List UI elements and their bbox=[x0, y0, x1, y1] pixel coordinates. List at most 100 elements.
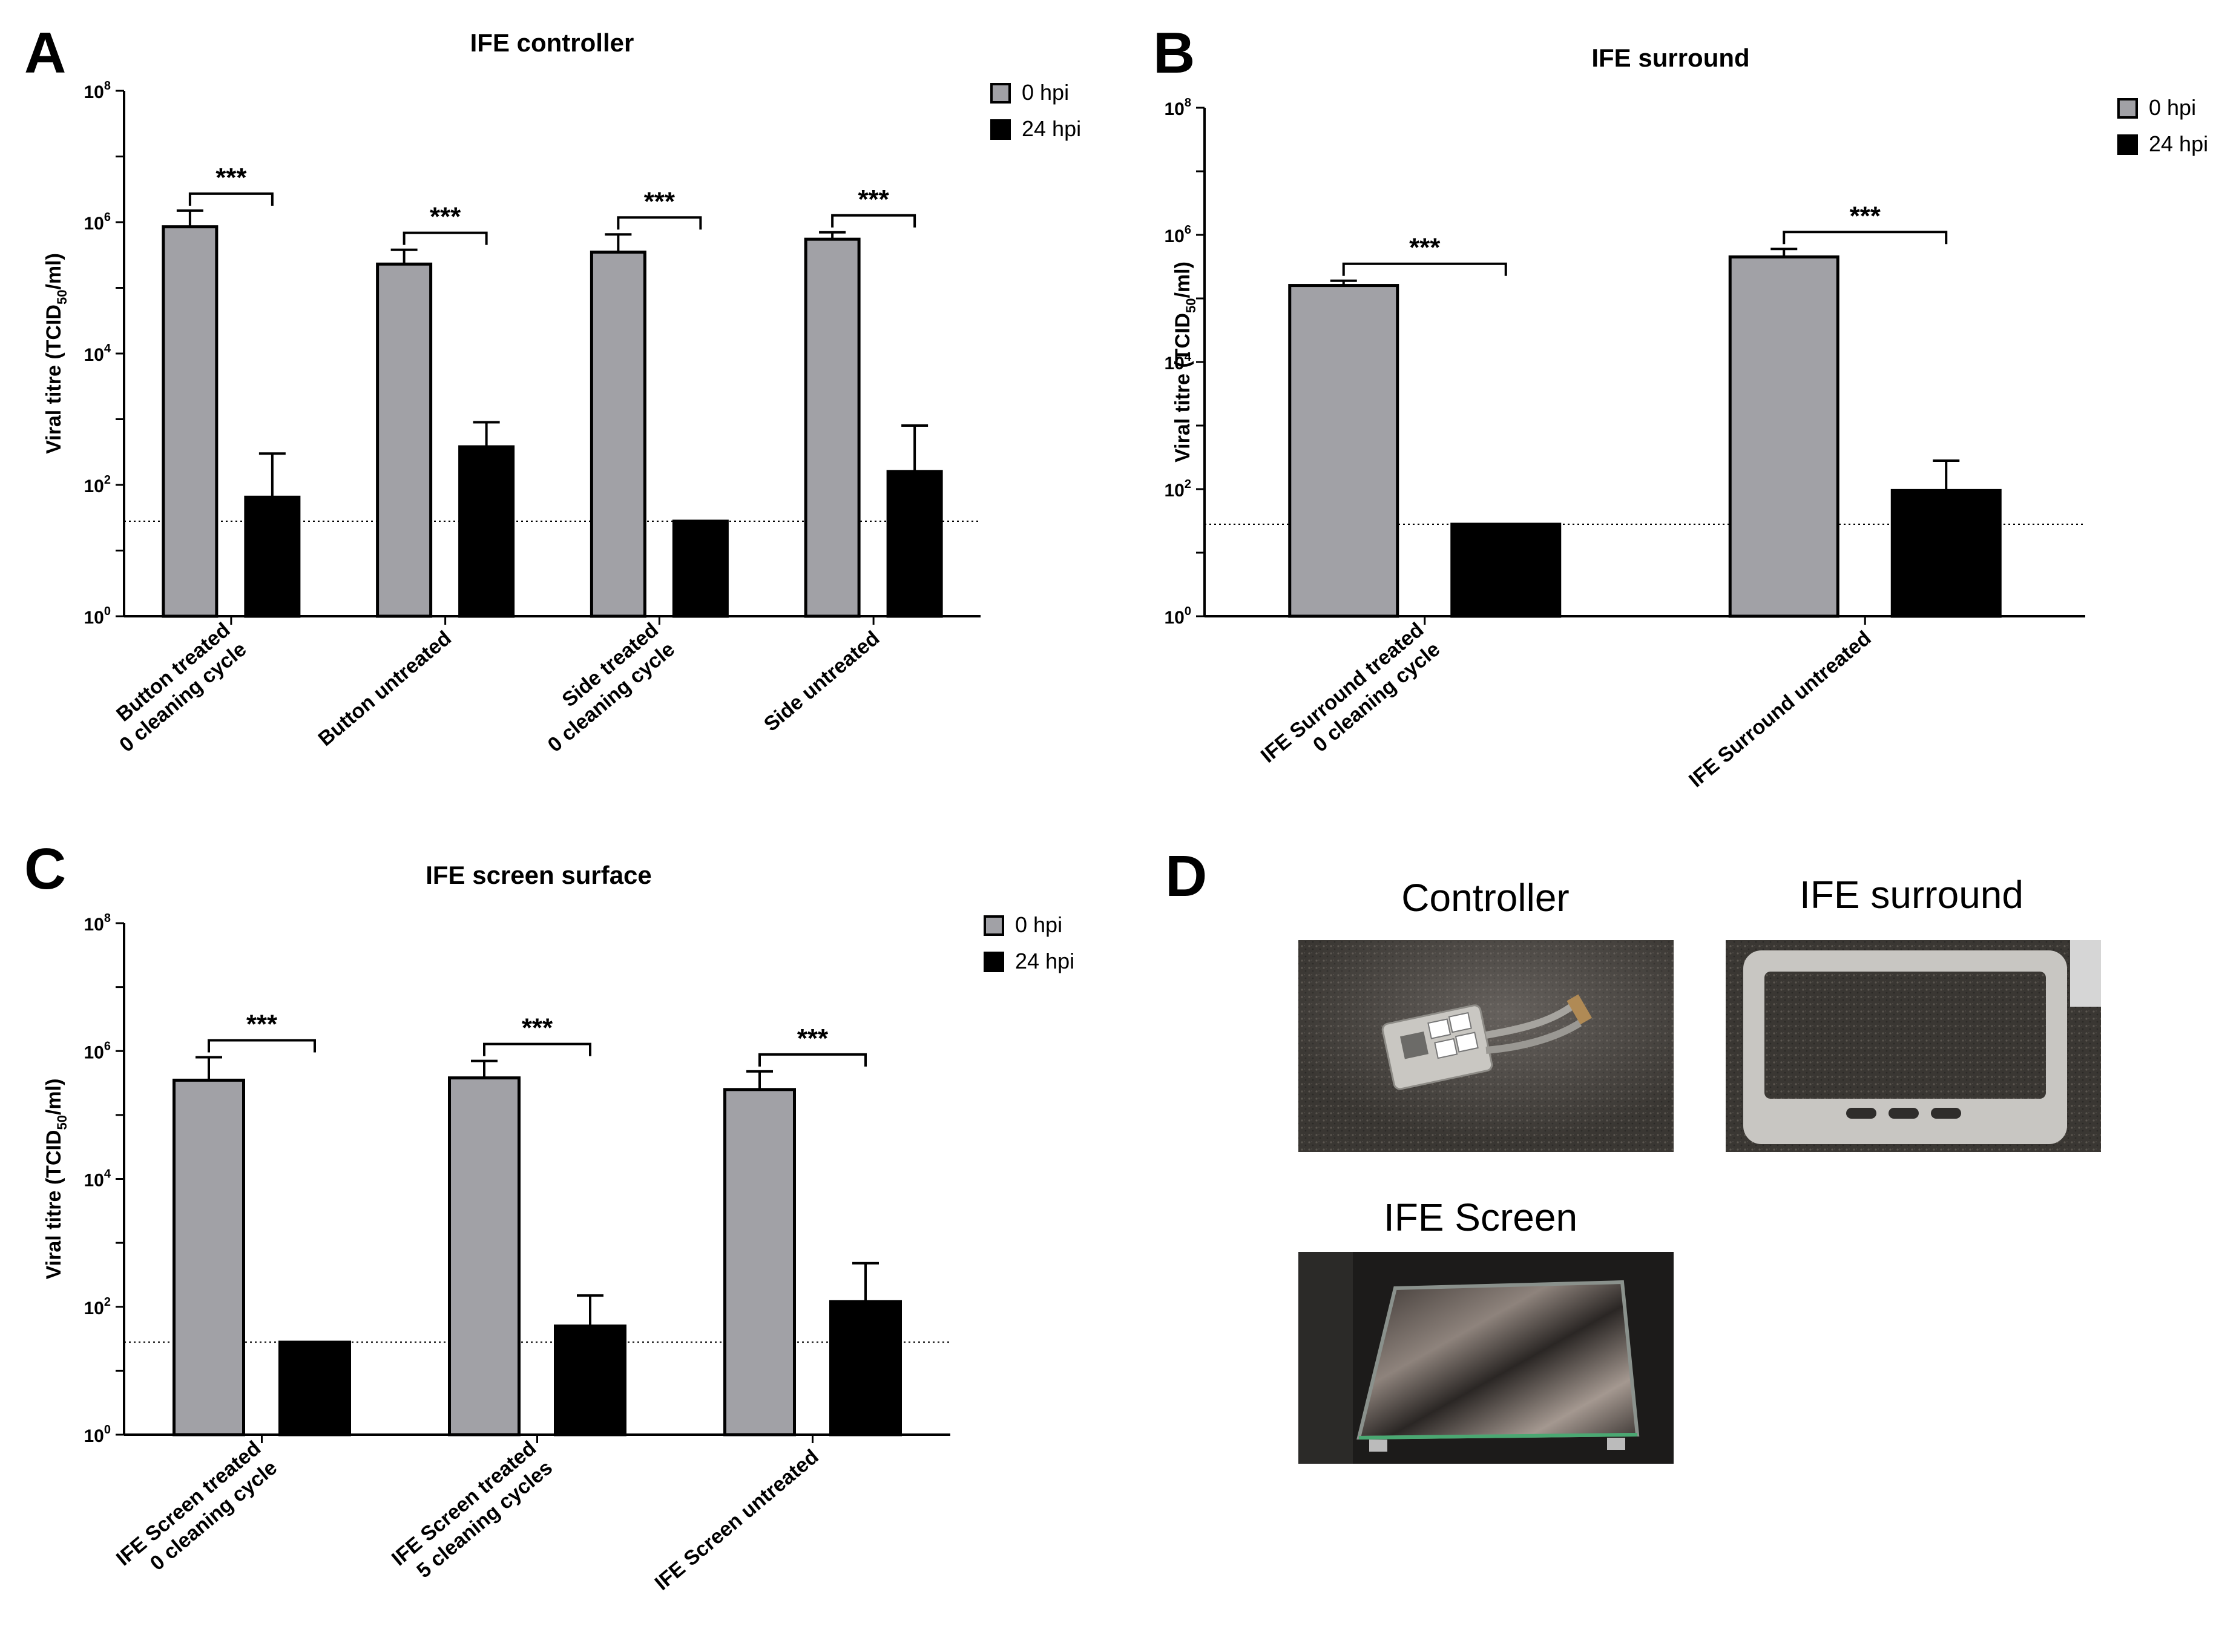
y-tick-exp: 6 bbox=[104, 211, 111, 224]
chart-title: IFE surround bbox=[1591, 44, 1749, 72]
panel-letter: C bbox=[24, 837, 66, 901]
y-tick-exp: 0 bbox=[1185, 605, 1191, 618]
y-tick-base: 10 bbox=[84, 1298, 104, 1318]
y-tick-base: 10 bbox=[84, 82, 104, 102]
significance-bracket bbox=[1783, 231, 1948, 245]
legend-label: 24 hpi bbox=[2149, 131, 2208, 156]
bar-0hpi bbox=[448, 1076, 521, 1436]
y-tick-exp: 4 bbox=[1185, 350, 1192, 364]
y-tick-label: 108 bbox=[84, 79, 111, 102]
ylabel-part: /ml) bbox=[1171, 262, 1194, 298]
bar-0hpi bbox=[1288, 284, 1399, 618]
y-tick-exp: 2 bbox=[1185, 478, 1191, 491]
legend-label: 0 hpi bbox=[1022, 80, 1069, 105]
significance-marker: *** bbox=[246, 1009, 278, 1039]
bar-24hpi bbox=[458, 445, 515, 618]
bar-24hpi bbox=[554, 1325, 626, 1436]
category-label: Side treated0 cleaning cycle bbox=[527, 618, 679, 757]
photo-surround bbox=[1726, 940, 2101, 1152]
bar-0hpi bbox=[723, 1088, 796, 1436]
y-tick-label: 102 bbox=[84, 1295, 111, 1318]
y-tick-exp: 0 bbox=[104, 1423, 111, 1436]
y-axis-label: Viral titre (TCID50/ml) bbox=[42, 253, 70, 454]
y-tick-label: 108 bbox=[1165, 96, 1192, 119]
ylabel-part: /ml) bbox=[42, 253, 65, 289]
ylabel-part: Viral titre (TCID bbox=[42, 304, 65, 454]
category-label-line: Side untreated bbox=[760, 627, 884, 736]
photo-title-screen: IFE Screen bbox=[1384, 1196, 1577, 1239]
y-tick-label: 106 bbox=[84, 1039, 111, 1062]
y-tick-label: 102 bbox=[84, 473, 111, 496]
ylabel-sub: 50 bbox=[54, 290, 70, 304]
category-label: IFE Screen treated0 cleaning cycle bbox=[112, 1436, 281, 1590]
y-tick-base: 10 bbox=[84, 915, 104, 935]
panel-c-chart: C IFE screen surface100102104106108Viral … bbox=[24, 837, 1074, 1595]
legend-label: 24 hpi bbox=[1022, 116, 1081, 141]
photo-screen bbox=[1298, 1252, 1674, 1464]
significance-bracket bbox=[831, 214, 916, 228]
panel-letter: A bbox=[24, 21, 66, 85]
y-tick-base: 10 bbox=[84, 345, 104, 365]
category-label: IFE Screen treated5 cleaning cycles bbox=[387, 1436, 557, 1590]
bar-24hpi bbox=[1450, 522, 1562, 618]
significance-bracket bbox=[208, 1039, 316, 1053]
chart-title: IFE screen surface bbox=[426, 861, 652, 889]
chart-title: IFE controller bbox=[470, 28, 634, 57]
significance-bracket bbox=[483, 1042, 591, 1056]
y-tick-exp: 2 bbox=[104, 1295, 111, 1309]
significance-marker: *** bbox=[1409, 233, 1441, 263]
photo-title-controller: Controller bbox=[1401, 876, 1569, 920]
photo-title-surround: IFE surround bbox=[1800, 873, 2023, 916]
y-axis-label: Viral titre (TCID50/ml) bbox=[1171, 262, 1198, 462]
legend-label: 0 hpi bbox=[2149, 95, 2196, 120]
significance-bracket bbox=[403, 231, 488, 245]
legend-swatch bbox=[990, 119, 1011, 140]
legend-swatch bbox=[984, 952, 1004, 972]
y-tick-base: 10 bbox=[84, 476, 104, 496]
legend-swatch bbox=[2117, 134, 2138, 155]
y-tick-base: 10 bbox=[1165, 608, 1185, 628]
category-label: IFE Surround untreated bbox=[1685, 627, 1875, 792]
y-tick-label: 100 bbox=[84, 605, 111, 628]
significance-marker: *** bbox=[644, 186, 676, 216]
y-tick-base: 10 bbox=[84, 608, 104, 628]
legend-swatch bbox=[2117, 98, 2138, 119]
legend-swatch bbox=[990, 83, 1011, 104]
y-tick-base: 10 bbox=[84, 1042, 104, 1062]
category-label-line: IFE Screen untreated bbox=[651, 1445, 823, 1595]
significance-marker: *** bbox=[797, 1024, 829, 1053]
y-tick-label: 106 bbox=[84, 211, 111, 234]
bar-0hpi bbox=[162, 225, 219, 618]
y-tick-label: 104 bbox=[84, 1168, 111, 1191]
ylabel-sub: 50 bbox=[1183, 298, 1198, 313]
category-label: Side untreated bbox=[760, 627, 884, 736]
y-tick-base: 10 bbox=[84, 214, 104, 234]
significance-marker: *** bbox=[430, 202, 461, 232]
y-tick-base: 10 bbox=[1165, 99, 1185, 119]
y-tick-base: 10 bbox=[1165, 354, 1185, 374]
ylabel-part: /ml) bbox=[42, 1079, 65, 1115]
y-tick-label: 108 bbox=[84, 912, 111, 935]
y-tick-exp: 8 bbox=[104, 912, 111, 925]
surround-frame bbox=[1743, 950, 2067, 1144]
significance-bracket bbox=[758, 1053, 867, 1067]
y-tick-label: 102 bbox=[1165, 478, 1192, 501]
significance-marker: *** bbox=[1850, 201, 1881, 231]
bar-24hpi bbox=[278, 1340, 351, 1436]
bar-0hpi bbox=[1728, 255, 1839, 618]
category-label-line: Button untreated bbox=[314, 627, 456, 751]
y-tick-exp: 4 bbox=[104, 1168, 111, 1181]
bar-0hpi bbox=[590, 250, 646, 618]
significance-bracket bbox=[188, 192, 274, 206]
panel-d-photos: D Controller IFE surround IFE Screen bbox=[1165, 844, 2101, 1464]
ylabel-part: Viral titre (TCID bbox=[1171, 313, 1194, 462]
ylabel-part: Viral titre (TCID bbox=[42, 1130, 65, 1280]
y-tick-label: 104 bbox=[84, 342, 111, 365]
significance-bracket bbox=[1342, 262, 1507, 276]
bar-0hpi bbox=[804, 237, 861, 618]
significance-marker: *** bbox=[858, 185, 889, 214]
y-tick-base: 10 bbox=[1165, 226, 1185, 246]
significance-bracket bbox=[617, 216, 702, 230]
